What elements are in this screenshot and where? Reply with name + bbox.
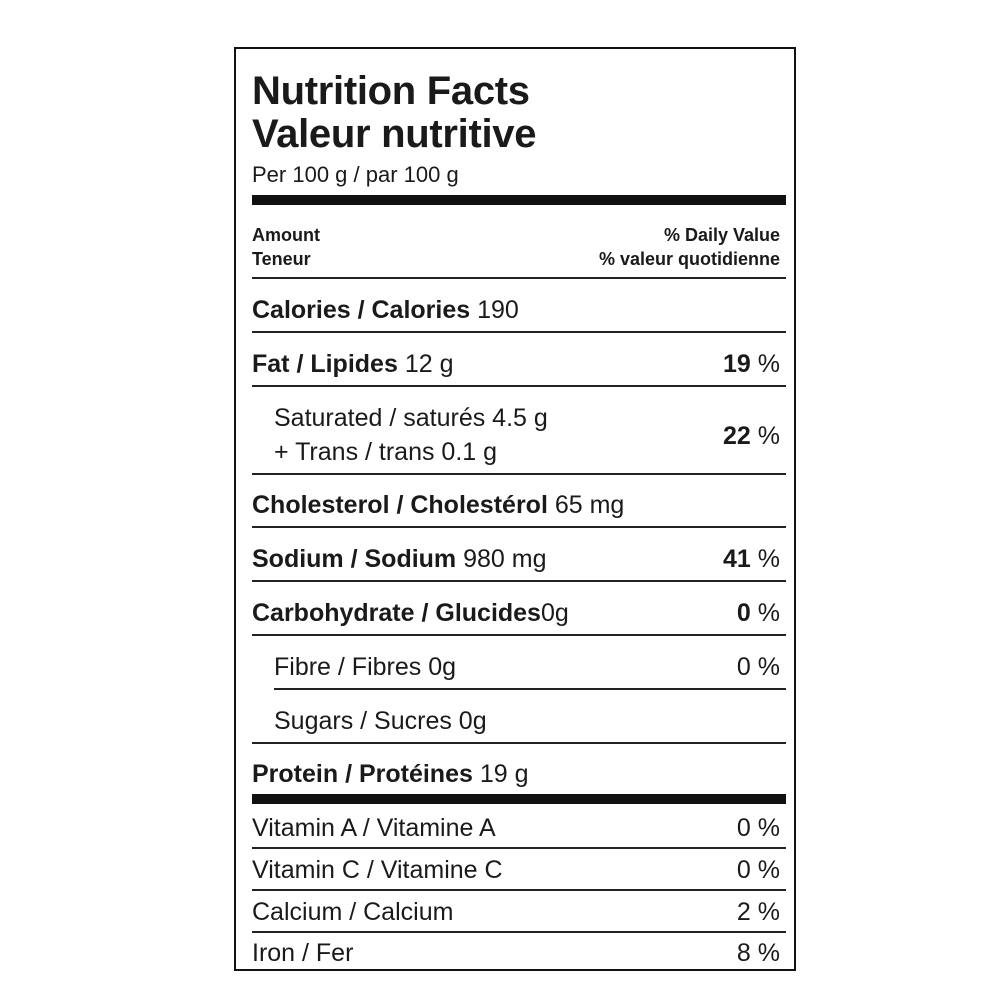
divider bbox=[252, 385, 786, 387]
vitamin-a-percent: 0 % bbox=[736, 814, 780, 842]
thick-divider bbox=[252, 794, 786, 804]
iron-row: Iron / Fer bbox=[252, 939, 354, 967]
carbohydrate-row: Carbohydrate / Glucides0g bbox=[252, 598, 786, 628]
divider bbox=[252, 580, 786, 582]
serving-size: Per 100 g / par 100 g bbox=[252, 162, 459, 187]
calcium-row: Calcium / Calcium bbox=[252, 898, 454, 926]
divider bbox=[252, 331, 786, 333]
divider bbox=[252, 847, 786, 849]
saturated-trans-percent: 22 % bbox=[723, 422, 780, 450]
calcium-percent: 2 % bbox=[736, 898, 780, 926]
fat-row: Fat / Lipides 12 g bbox=[252, 349, 786, 379]
calories-name: Calories / Calories bbox=[252, 296, 471, 324]
title-english: Nutrition Facts bbox=[252, 69, 530, 113]
carbohydrate-amount: 0g bbox=[540, 599, 569, 627]
title-french: Valeur nutritive bbox=[252, 112, 537, 156]
protein-amount: 19 g bbox=[479, 760, 529, 788]
amount-header-en: Amount bbox=[252, 225, 320, 245]
fat-amount: 12 g bbox=[404, 350, 454, 378]
divider bbox=[252, 931, 786, 933]
cholesterol-row: Cholesterol / Cholestérol 65 mg bbox=[252, 490, 786, 520]
calories-row: Calories / Calories 190 bbox=[252, 295, 786, 325]
carbohydrate-name: Carbohydrate / Glucides bbox=[252, 599, 541, 627]
divider bbox=[252, 277, 786, 279]
sodium-name: Sodium / Sodium bbox=[252, 545, 457, 573]
nutrition-facts-label: Nutrition Facts Valeur nutritive Per 100… bbox=[234, 47, 796, 971]
vitamin-c-row: Vitamin C / Vitamine C bbox=[252, 856, 503, 884]
vitamin-c-percent: 0 % bbox=[736, 856, 780, 884]
vitamin-a-row: Vitamin A / Vitamine A bbox=[252, 814, 496, 842]
sodium-amount: 980 mg bbox=[463, 545, 547, 573]
fat-percent: 19 % bbox=[723, 350, 780, 378]
iron-percent: 8 % bbox=[736, 939, 780, 967]
divider bbox=[252, 634, 786, 636]
fibre-row: Fibre / Fibres 0g bbox=[274, 653, 457, 681]
cholesterol-amount: 65 mg bbox=[554, 491, 625, 519]
protein-row: Protein / Protéines 19 g bbox=[252, 759, 786, 789]
amount-header: Amount Teneur bbox=[252, 223, 320, 271]
divider bbox=[252, 526, 786, 528]
daily-value-header-en: % Daily Value bbox=[663, 225, 780, 245]
calories-amount: 190 bbox=[477, 296, 519, 324]
sodium-row: Sodium / Sodium 980 mg bbox=[252, 544, 786, 574]
carbohydrate-percent: 0 % bbox=[736, 599, 780, 627]
daily-value-header: % Daily Value % valeur quotidienne bbox=[599, 223, 780, 271]
thick-divider bbox=[252, 195, 786, 205]
divider bbox=[252, 889, 786, 891]
fat-name: Fat / Lipides bbox=[252, 350, 398, 378]
daily-value-header-fr: % valeur quotidienne bbox=[598, 249, 780, 269]
sugars-row: Sugars / Sucres 0g bbox=[274, 707, 487, 735]
cholesterol-name: Cholesterol / Cholestérol bbox=[252, 491, 548, 519]
protein-name: Protein / Protéines bbox=[252, 760, 473, 788]
sodium-percent: 41 % bbox=[723, 545, 780, 573]
divider bbox=[252, 742, 786, 744]
fibre-percent: 0 % bbox=[736, 653, 780, 681]
divider bbox=[252, 473, 786, 475]
trans-row: + Trans / trans 0.1 g bbox=[274, 438, 498, 466]
amount-header-fr: Teneur bbox=[252, 249, 311, 269]
divider bbox=[274, 688, 786, 690]
saturated-row: Saturated / saturés 4.5 g bbox=[274, 404, 548, 432]
